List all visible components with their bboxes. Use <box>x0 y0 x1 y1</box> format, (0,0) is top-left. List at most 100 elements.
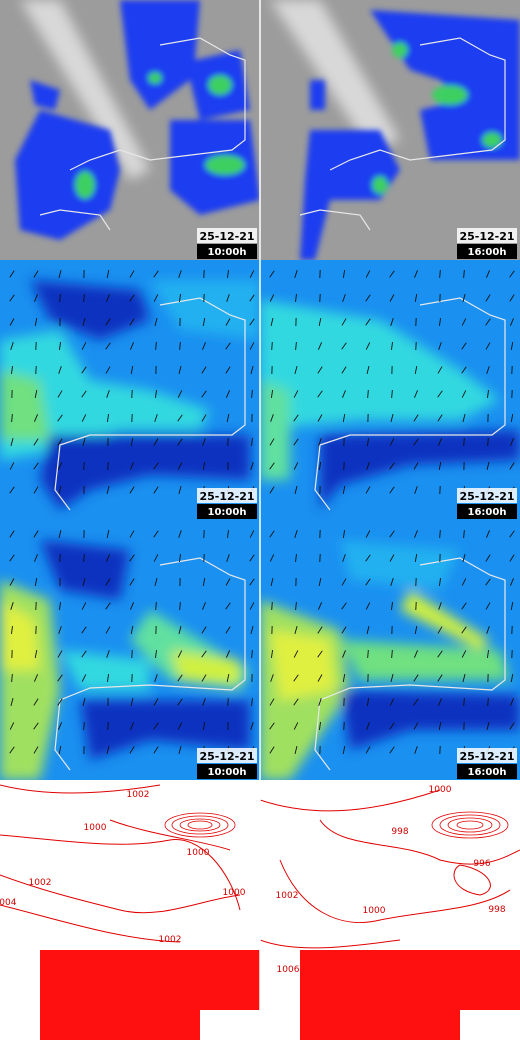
wind-arrow <box>105 626 111 634</box>
isobar-label: 998 <box>391 827 408 837</box>
wind-arrow <box>318 698 322 706</box>
wind-arrow <box>251 697 253 707</box>
wind-arrow <box>249 270 255 278</box>
wind-arrow <box>226 673 230 683</box>
wind-arrow <box>509 462 515 470</box>
wind-arrow <box>510 341 514 351</box>
wind-arrow <box>317 674 323 682</box>
wind-arrow <box>11 413 13 423</box>
isobar-label: 1002 <box>276 891 299 901</box>
wind-arrow <box>510 673 514 683</box>
wind-arrow <box>269 438 275 446</box>
isobar-map <box>0 780 260 1040</box>
wind-arrow <box>414 390 418 398</box>
wind-arrow <box>251 649 253 659</box>
wind-arrow <box>82 578 86 586</box>
wind-arrow <box>225 318 231 326</box>
wind-arrow <box>10 438 14 446</box>
wind-arrow <box>414 270 418 278</box>
wind-arrow <box>413 698 419 706</box>
wind-arrow <box>34 317 38 327</box>
wind-arrow <box>178 366 182 374</box>
wind-arrow <box>9 722 15 730</box>
wind-arrow <box>106 650 110 658</box>
wind-arrow <box>225 602 231 610</box>
wind-arrow <box>9 294 15 302</box>
wind-arrow <box>294 626 298 634</box>
wind-arrow <box>153 530 159 538</box>
wind-arrow <box>249 554 255 562</box>
wind-arrow <box>106 486 110 494</box>
wind-arrow <box>11 625 13 635</box>
wind-arrow <box>226 554 230 562</box>
wind-arrow <box>293 438 299 446</box>
wind-arrow <box>153 698 159 706</box>
wind-arrow <box>34 554 38 562</box>
wind-arrow <box>269 698 275 706</box>
wind-arrow <box>269 270 275 278</box>
wind-arrow <box>155 649 157 659</box>
wind-arrow <box>249 578 255 586</box>
wind-arrow <box>269 722 275 730</box>
wind-arrow <box>510 318 514 326</box>
wind-arrow <box>58 366 62 374</box>
wind-arrow <box>106 529 110 539</box>
wind-arrow <box>438 721 442 731</box>
wind-arrow <box>105 602 111 610</box>
wind-arrow <box>57 438 63 446</box>
wind-arrow <box>81 674 87 682</box>
wind-arrow <box>390 318 394 326</box>
wind-arrow <box>271 341 273 351</box>
wind-arrow <box>367 389 369 399</box>
wind-arrow <box>106 554 110 562</box>
wind-arrow <box>129 746 135 754</box>
wind-arrow <box>462 554 466 562</box>
wind-arrow <box>437 674 443 682</box>
wind-arrow <box>225 390 231 398</box>
wind-arrow <box>293 698 299 706</box>
wind-arrow <box>367 437 369 447</box>
wind-arrow <box>130 722 134 730</box>
wind-arrow <box>509 270 515 278</box>
wind-arrow <box>226 413 230 423</box>
wind-arrow <box>225 578 231 586</box>
wind-arrow <box>129 318 135 326</box>
wind-arrow <box>269 530 275 538</box>
wind-arrow <box>202 602 206 610</box>
wind-arrow <box>341 342 347 350</box>
time-box <box>457 764 517 779</box>
wind-arrow <box>486 530 490 538</box>
stamp-time: 16:00h <box>468 507 507 518</box>
wind-arrow <box>391 649 393 659</box>
wind-arrow <box>461 602 467 610</box>
wind-arrow <box>225 650 231 658</box>
wind-arrow <box>9 530 15 538</box>
wind-arrow <box>294 530 298 538</box>
wind-arrow <box>389 722 395 730</box>
wind-arrow <box>9 578 15 586</box>
wind-arrow <box>389 530 395 538</box>
wind-arrow <box>295 601 297 611</box>
wind-arrow <box>389 462 395 470</box>
wind-arrow <box>486 626 490 634</box>
wind-arrow <box>105 318 111 326</box>
isobar-label: 1000 <box>84 823 107 833</box>
wind-arrow <box>414 650 418 658</box>
isobar-label: 1000 <box>363 906 386 916</box>
wind-arrow <box>486 366 490 374</box>
wind-arrow <box>510 438 514 446</box>
wind-arrow <box>269 746 275 754</box>
date-box <box>457 488 517 503</box>
wind-arrow <box>486 722 490 730</box>
wind-arrow <box>341 602 347 610</box>
wind-arrow <box>179 601 181 611</box>
wind-arrow <box>130 697 134 707</box>
wind-arrow <box>155 341 157 351</box>
wind-arrow <box>317 366 323 374</box>
wind-arrow <box>202 461 206 471</box>
wind-arrow <box>461 390 467 398</box>
wind-arrow <box>82 318 86 326</box>
wind-arrow <box>413 414 419 422</box>
wind-arrow <box>106 294 110 302</box>
wind-arrow <box>319 461 321 471</box>
